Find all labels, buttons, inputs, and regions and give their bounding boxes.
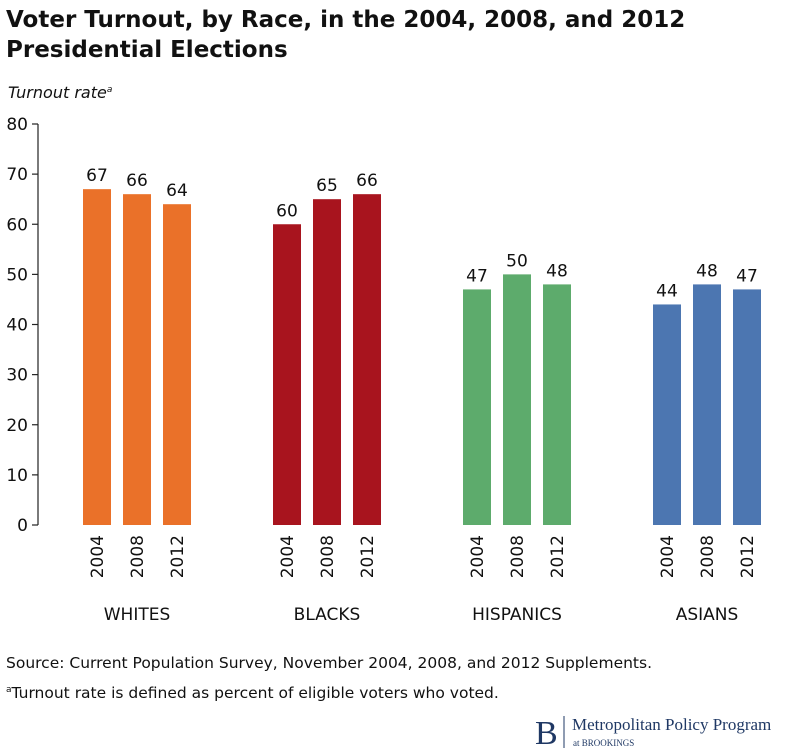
bar [313, 199, 341, 525]
logo-sub: at BROOKINGS [573, 738, 634, 748]
footnote-mark: a [6, 685, 12, 695]
value-label: 64 [166, 181, 188, 201]
value-label: 48 [696, 261, 718, 281]
x-tick-label: 2008 [508, 535, 528, 578]
x-tick-label: 2004 [468, 535, 488, 578]
bar [693, 284, 721, 525]
value-label: 50 [506, 251, 528, 271]
x-tick-label: 2012 [548, 535, 568, 578]
y-tick-label: 20 [6, 416, 28, 436]
bar [463, 289, 491, 525]
value-label: 47 [736, 266, 758, 286]
chart-title: Voter Turnout, by Race, in the 2004, 200… [6, 7, 685, 33]
value-label: 48 [546, 261, 568, 281]
y-tick-label: 60 [6, 215, 28, 235]
bar [83, 189, 111, 525]
footnote: aTurnout rate is defined as percent of e… [6, 684, 499, 702]
x-tick-label: 2012 [168, 535, 188, 578]
y-axis-label-text: Turnout rate [8, 83, 107, 102]
value-label: 44 [656, 281, 678, 301]
y-tick-label: 0 [17, 516, 28, 536]
value-label: 66 [126, 171, 148, 191]
x-tick-label: 2012 [358, 535, 378, 578]
logo-name: Metropolitan Policy Program [572, 715, 771, 734]
y-tick-label: 40 [6, 316, 28, 336]
group-label: HISPANICS [472, 605, 562, 625]
bar [163, 204, 191, 525]
value-label: 67 [86, 166, 108, 186]
y-axis-label-mark: a [107, 85, 113, 95]
footnote-text: Turnout rate is defined as percent of el… [11, 684, 499, 702]
bar [123, 194, 151, 526]
x-tick-label: 2004 [88, 535, 108, 578]
bar [353, 194, 381, 526]
x-tick-label: 2008 [698, 535, 718, 578]
y-tick-label: 50 [6, 265, 28, 285]
value-label: 65 [316, 176, 338, 196]
group-label: ASIANS [676, 605, 739, 625]
bar [543, 284, 571, 525]
group-label: WHITES [104, 605, 171, 625]
x-tick-label: 2004 [278, 535, 298, 578]
x-tick-label: 2012 [738, 535, 758, 578]
bar [273, 224, 301, 525]
value-label: 66 [356, 171, 378, 191]
x-tick-label: 2008 [128, 535, 148, 578]
x-tick-label: 2008 [318, 535, 338, 578]
y-axis-label: Turnout ratea [8, 83, 112, 102]
y-tick-label: 30 [6, 366, 28, 386]
y-tick-label: 10 [6, 466, 28, 486]
bar [733, 289, 761, 525]
x-tick-label: 2004 [658, 535, 678, 578]
source: Source: Current Population Survey, Novem… [6, 654, 652, 672]
bar [503, 274, 531, 525]
bar [653, 304, 681, 525]
y-tick-label: 80 [6, 115, 28, 135]
y-tick-label: 70 [6, 165, 28, 185]
group-label: BLACKS [294, 605, 361, 625]
logo-letter: B [535, 715, 558, 752]
value-label: 47 [466, 266, 488, 286]
value-label: 60 [276, 201, 298, 221]
chart-title: Presidential Elections [6, 37, 288, 63]
